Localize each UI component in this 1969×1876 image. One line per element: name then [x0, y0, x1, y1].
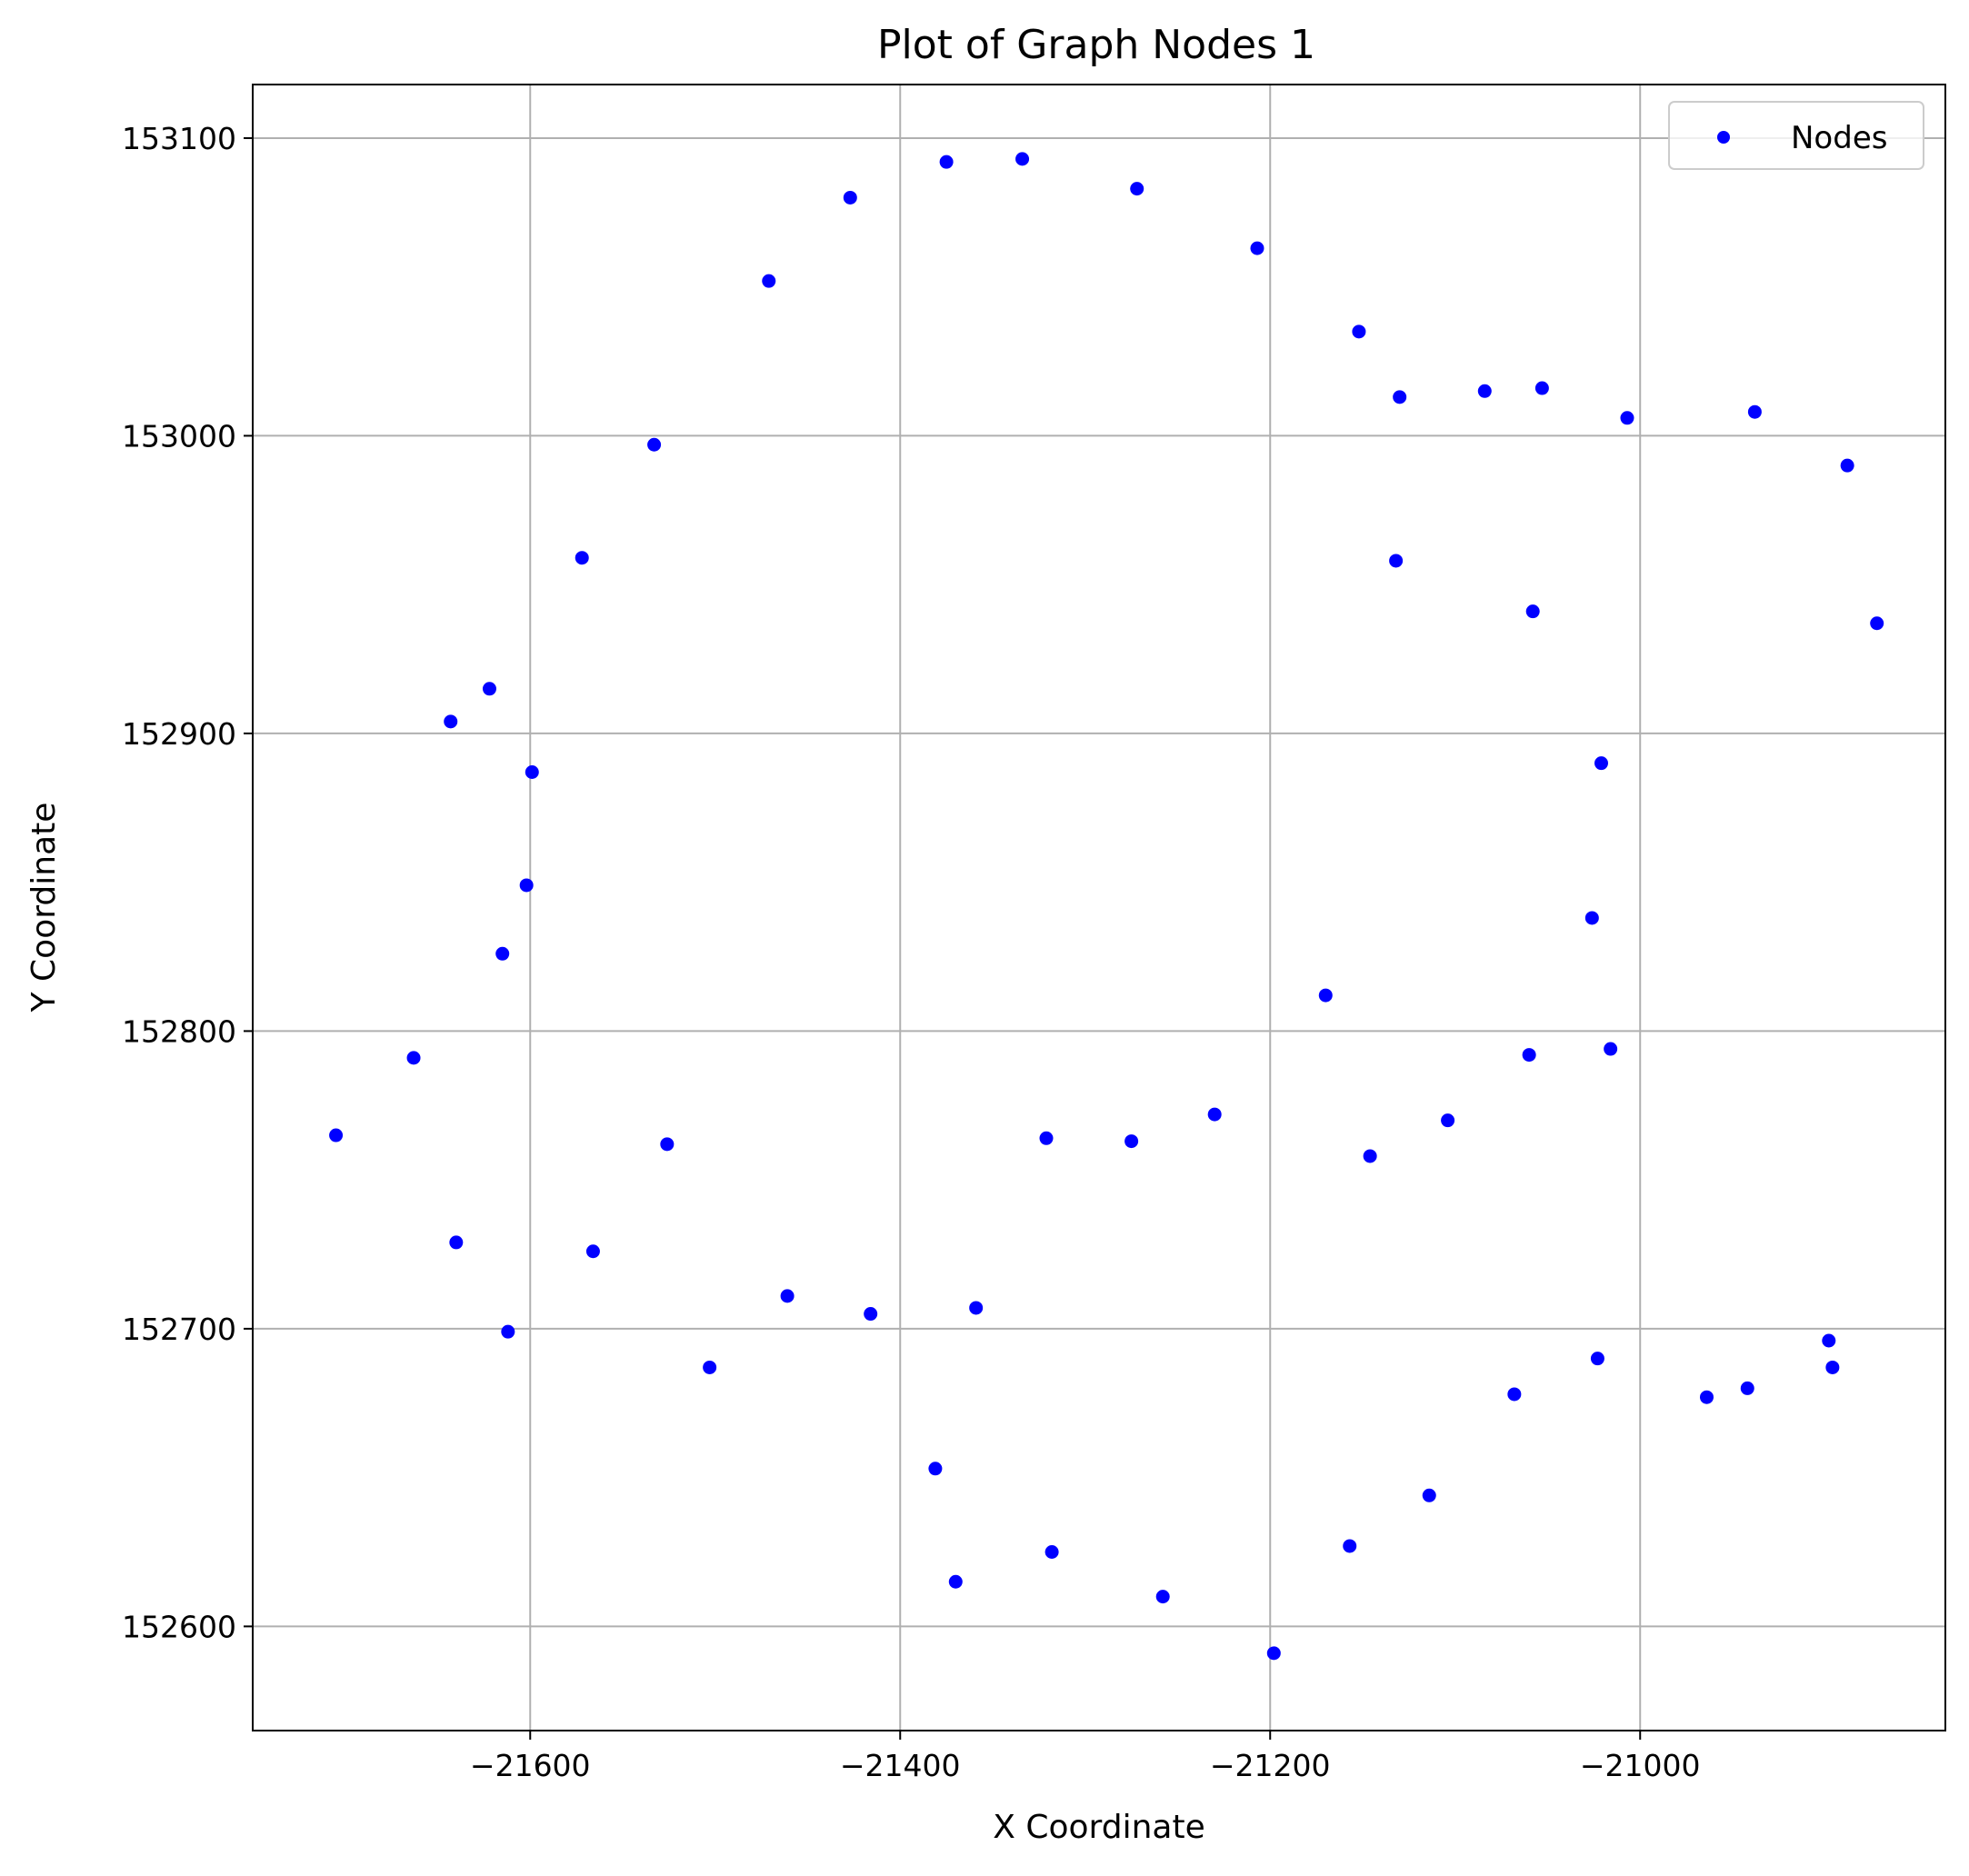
node-point — [1870, 616, 1884, 631]
node-point — [780, 1289, 795, 1303]
node-point — [660, 1137, 675, 1152]
node-point — [1155, 1590, 1170, 1604]
x-tick-label: −21400 — [840, 1748, 961, 1783]
legend-marker — [1717, 131, 1730, 144]
node-point — [1015, 152, 1030, 166]
node-point — [1130, 182, 1144, 196]
legend-label: Nodes — [1791, 120, 1887, 156]
data-points — [329, 152, 1884, 1661]
node-point — [762, 274, 776, 288]
node-point — [575, 551, 589, 565]
node-point — [1343, 1539, 1357, 1553]
node-point — [1044, 1545, 1059, 1560]
node-point — [1840, 458, 1854, 473]
node-point — [1250, 241, 1264, 255]
node-point — [1124, 1134, 1139, 1149]
node-point — [1318, 988, 1333, 1003]
y-axis-ticks: 152600 152700 152800 152900 153000 153100 — [122, 121, 253, 1644]
node-point — [1422, 1488, 1436, 1502]
y-tick-label: 152700 — [122, 1312, 236, 1347]
node-point — [1534, 381, 1549, 395]
x-axis-ticks: −21600 −21400 −21200 −21000 — [470, 1731, 1701, 1783]
node-point — [1604, 1042, 1618, 1056]
node-point — [1747, 404, 1762, 419]
grid — [253, 85, 1945, 1731]
node-point — [1822, 1333, 1836, 1348]
node-point — [1522, 1048, 1536, 1063]
node-point — [864, 1307, 878, 1322]
node-point — [1039, 1131, 1054, 1145]
node-point — [444, 714, 458, 729]
chart-title: Plot of Graph Nodes 1 — [877, 22, 1315, 68]
node-point — [703, 1360, 717, 1374]
node-point — [482, 682, 496, 696]
node-point — [329, 1128, 344, 1143]
node-point — [647, 437, 662, 452]
y-tick-label: 153100 — [122, 121, 236, 156]
x-tick-label: −21000 — [1580, 1748, 1701, 1783]
node-point — [969, 1301, 984, 1315]
node-point — [1590, 1352, 1604, 1366]
node-point — [1266, 1646, 1281, 1661]
node-point — [1620, 411, 1634, 425]
node-point — [495, 946, 510, 961]
node-point — [1594, 756, 1608, 771]
y-tick-label: 153000 — [122, 418, 236, 454]
node-point — [1699, 1390, 1714, 1404]
node-point — [1477, 384, 1492, 398]
node-point — [1507, 1387, 1522, 1402]
node-point — [1740, 1381, 1754, 1395]
node-point — [1207, 1107, 1222, 1122]
node-point — [939, 155, 954, 169]
node-point — [501, 1324, 515, 1339]
node-point — [928, 1462, 943, 1476]
node-point — [843, 190, 857, 205]
plot-area-frame — [252, 84, 1946, 1731]
x-tick-label: −21200 — [1210, 1748, 1331, 1783]
node-point — [585, 1244, 600, 1259]
y-tick-label: 152600 — [122, 1609, 236, 1644]
node-point — [1352, 324, 1366, 339]
y-tick-label: 152900 — [122, 716, 236, 752]
node-point — [525, 764, 539, 779]
node-point — [449, 1235, 464, 1250]
node-point — [1389, 554, 1404, 568]
x-tick-label: −21600 — [470, 1748, 591, 1783]
legend: Nodes — [1668, 101, 1924, 170]
y-tick-label: 152800 — [122, 1013, 236, 1049]
node-point — [1441, 1113, 1455, 1128]
node-point — [1393, 390, 1407, 404]
node-point — [948, 1574, 963, 1589]
node-point — [406, 1051, 421, 1065]
y-axis-label: Y Coordinate — [25, 803, 63, 1013]
node-point — [519, 878, 534, 893]
legend-box — [1668, 101, 1924, 170]
node-point — [1825, 1360, 1840, 1374]
node-point — [1363, 1149, 1377, 1163]
x-axis-label: X Coordinate — [993, 1809, 1204, 1846]
node-point — [1584, 911, 1599, 925]
node-point — [1525, 604, 1540, 619]
